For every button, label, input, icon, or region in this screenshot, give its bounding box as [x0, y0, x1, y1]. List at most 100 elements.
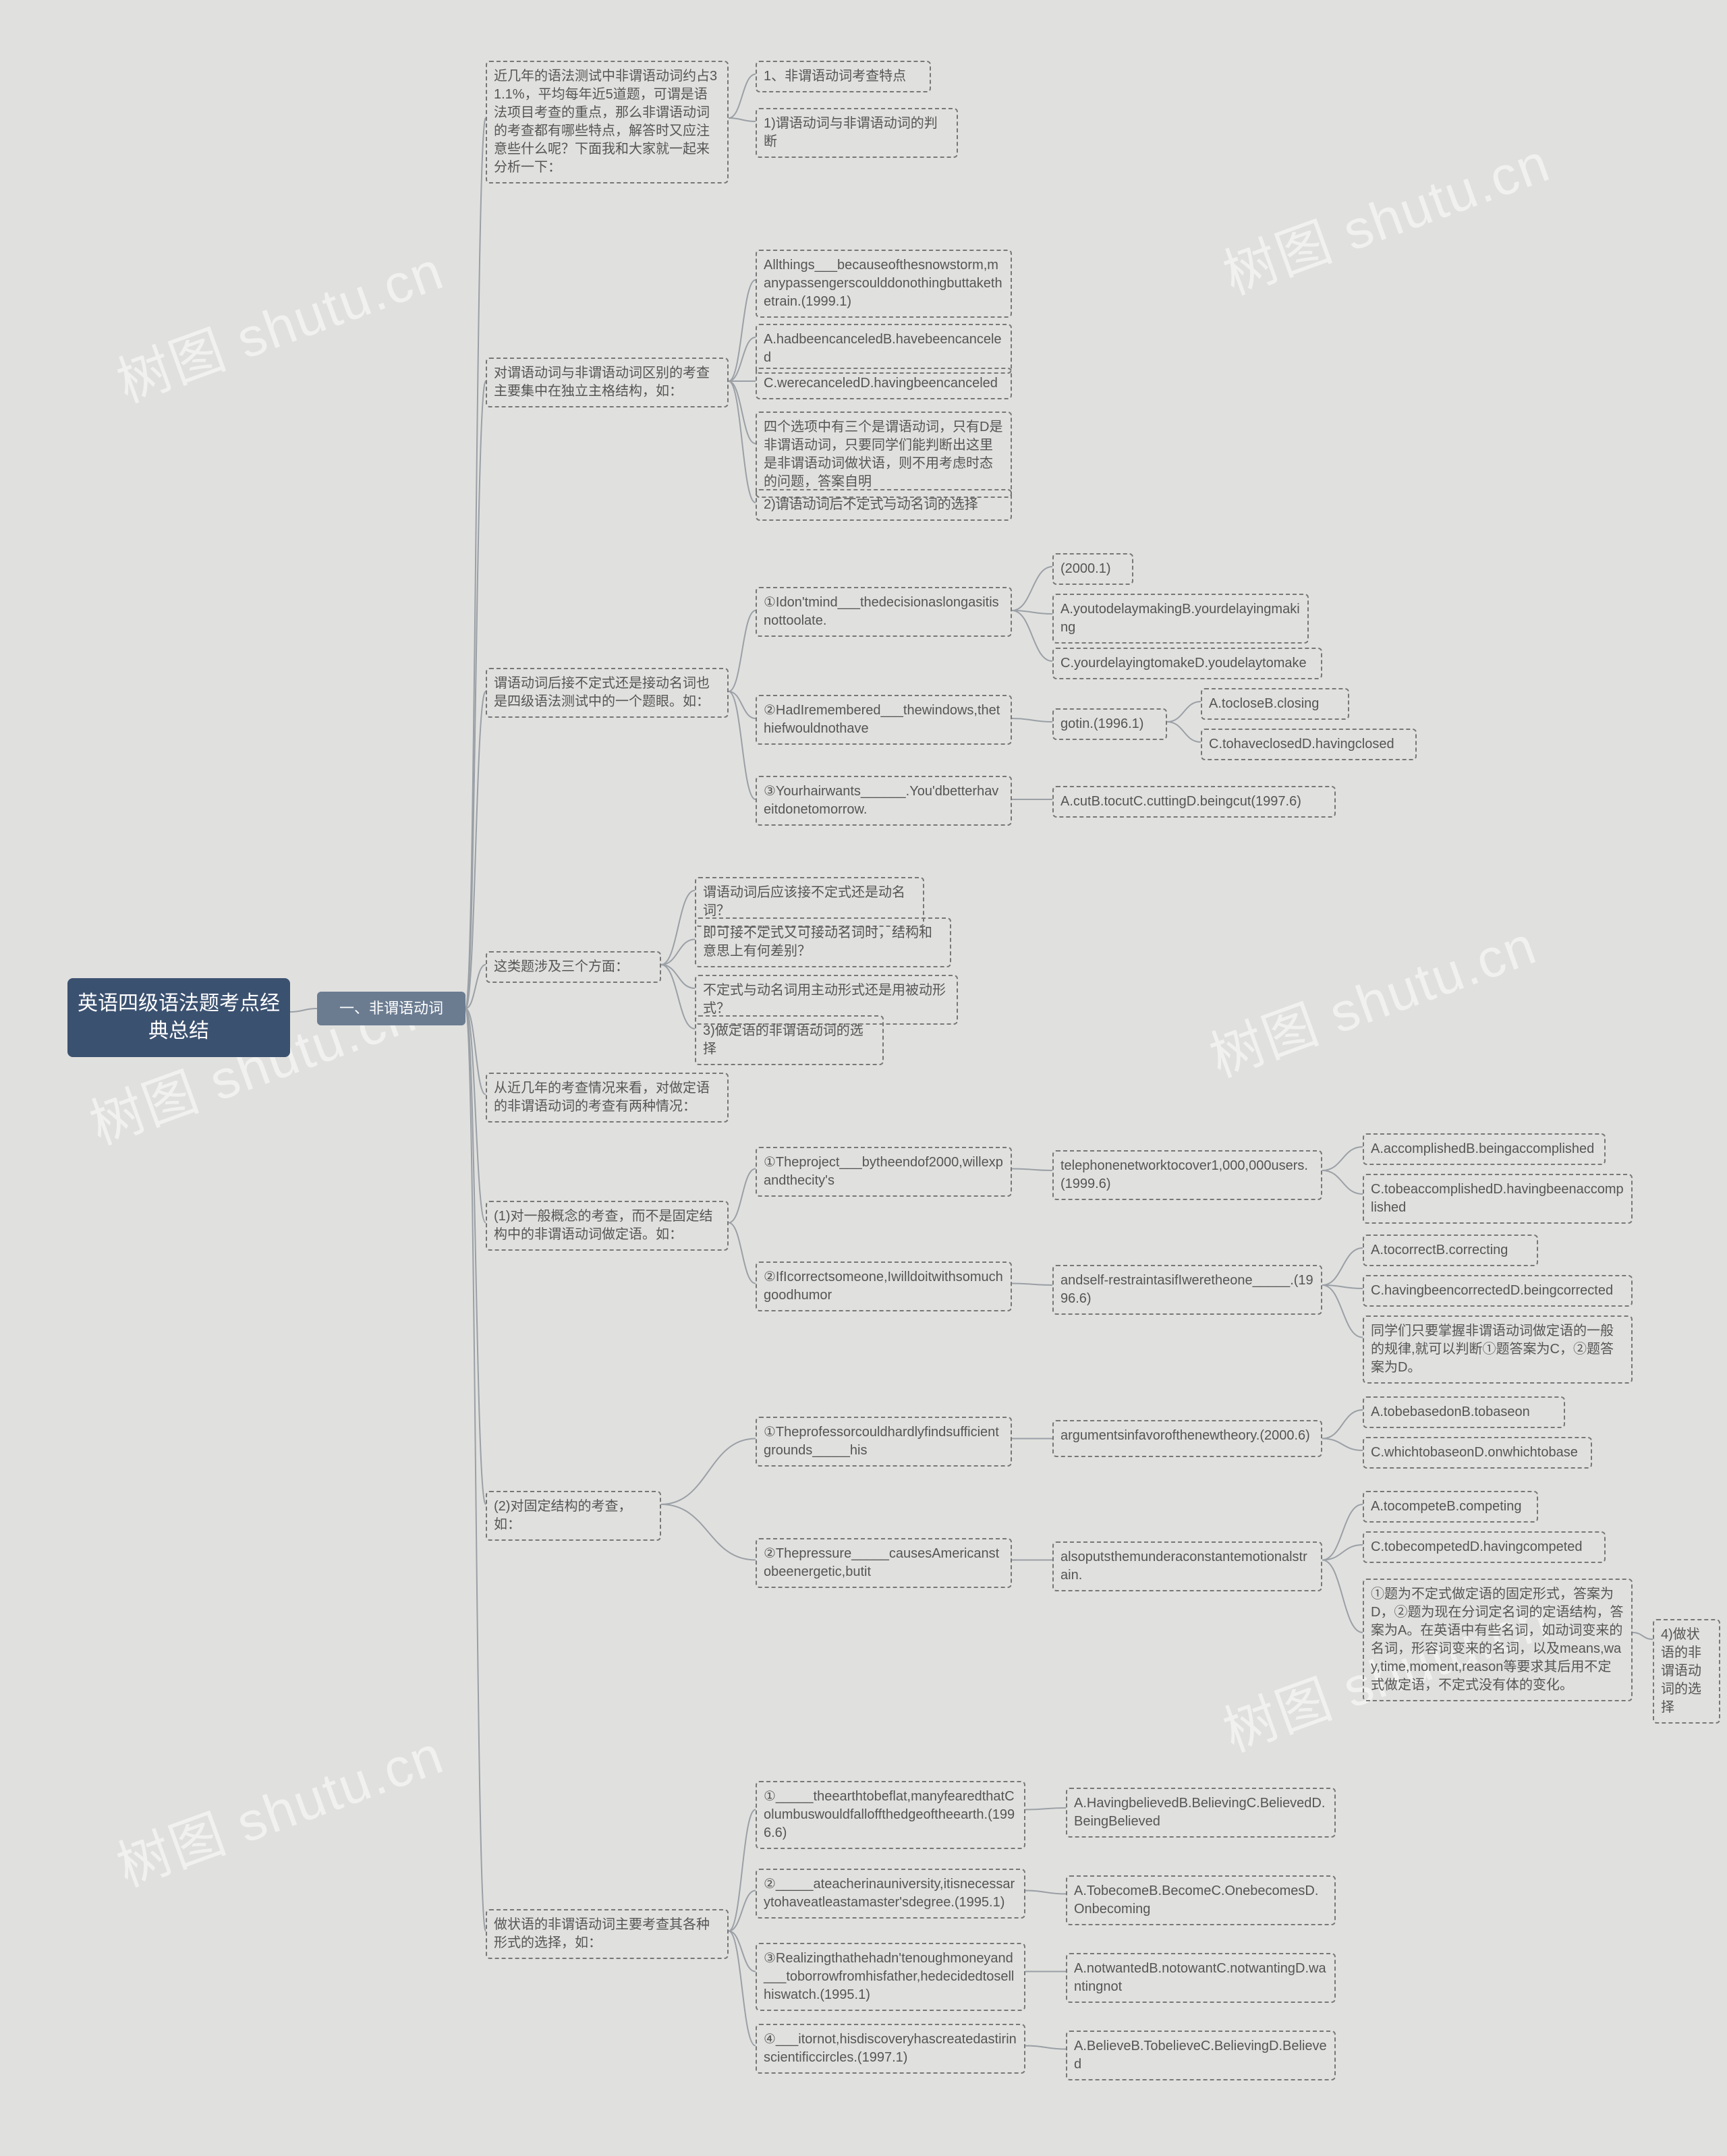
mindmap-canvas: 树图 shutu.cn 树图 shutu.cn 树图 shutu.cn 树图 shut… — [0, 0, 1727, 2156]
connector — [729, 1931, 756, 1972]
connector — [729, 691, 756, 718]
connector — [1322, 1439, 1363, 1451]
connector — [1167, 702, 1201, 722]
node-g2br: alsoputsthemunderaconstantemotionalstrai… — [1052, 1541, 1322, 1591]
connector — [1012, 567, 1052, 611]
node-a3r: A.cutB.tocutC.cuttingD.beingcut(1997.6) — [1052, 786, 1336, 818]
connector — [1633, 1633, 1653, 1639]
node-g2ar1: A.tobebasedonB.tobaseon — [1363, 1396, 1565, 1428]
connector — [661, 1439, 756, 1505]
connector — [1012, 1169, 1052, 1171]
node-a1r3: C.yourdelayingtomakeD.youdelaytomake — [1052, 648, 1322, 679]
connector — [661, 940, 695, 965]
connector — [729, 1169, 756, 1223]
node-a1: ①Idon'tmind___thedecisionaslongasitisnot… — [756, 587, 1012, 637]
node-a2r1: A.tocloseB.closing — [1201, 688, 1349, 720]
node-pred: 对谓语动词与非谓语动词区别的考查主要集中在独立主格结构，如： — [486, 358, 729, 407]
connector — [290, 1009, 317, 1012]
connector — [465, 1009, 486, 1504]
node-g2br2: C.tobecompetedD.havingcompeted — [1363, 1531, 1606, 1563]
node-n1: 1、非谓语动词考查特点 — [756, 61, 931, 92]
connector — [729, 280, 756, 381]
node-p3: C.werecanceledD.havingbeencanceled — [756, 368, 1012, 399]
node-a1r1: (2000.1) — [1052, 553, 1133, 585]
node-g2a: ①Theprofessorcouldhardlyfindsufficientgr… — [756, 1417, 1012, 1467]
connector — [729, 118, 756, 121]
connector — [729, 691, 756, 799]
node-v3: ③Realizingthathehadn'tenoughmoneyand___t… — [756, 1943, 1025, 2011]
connector — [1025, 1808, 1066, 1810]
connector — [1025, 1891, 1066, 1894]
node-g2b: ②Thepressure_____causesAmericanstobeener… — [756, 1538, 1012, 1588]
connector — [1012, 611, 1052, 614]
connector — [661, 1504, 756, 1560]
node-v2: ②_____ateacherinauniversity,itisnecessar… — [756, 1869, 1025, 1919]
node-p5: 2)谓语动词后不定式与动名词的选择 — [756, 489, 1012, 521]
connector — [1322, 1285, 1363, 1288]
node-g2ar: argumentsinfavorofthenewtheory.(2000.6) — [1052, 1420, 1322, 1457]
watermark-text: 树图 shutu.cn — [1197, 902, 1546, 1092]
node-v2r: A.TobecomeB.BecomeC.OnebecomesD.Onbecomi… — [1066, 1875, 1336, 1925]
node-a3: ③Yourhairwants______.You'dbetterhaveitdo… — [756, 776, 1012, 826]
node-g2: (2)对固定结构的考查，如： — [486, 1491, 661, 1541]
watermark-text: 树图 shutu.cn — [105, 1711, 453, 1902]
connector — [729, 74, 756, 118]
node-g1br3: 同学们只要掌握非谓语动词做定语的一般的规律,就可以判断①题答案为C，②题答案为D… — [1363, 1315, 1633, 1384]
connector — [729, 381, 756, 444]
node-v4: ④___itornot,hisdiscoveryhascreatedastiri… — [756, 2024, 1025, 2074]
connector — [465, 691, 486, 1009]
node-v3r: A.notwantedB.notowantC.notwantingD.wanti… — [1066, 1953, 1336, 2003]
node-g1br: andself-restraintasifIweretheone_____.(1… — [1052, 1265, 1322, 1315]
connector — [1322, 1248, 1363, 1285]
node-g1a: ①Theproject___bytheendof2000,willexpandt… — [756, 1147, 1012, 1197]
root-node: 英语四级语法题考点经典总结 — [67, 978, 290, 1057]
node-a2: ②HadIremembered___thewindows,thethiefwou… — [756, 695, 1012, 745]
node-adv: 做状语的非谓语动词主要考查其各种形式的选择，如： — [486, 1909, 729, 1959]
connector — [729, 1223, 756, 1284]
node-v4r: A.BelieveB.TobelieveC.BelievingD.Believe… — [1066, 2031, 1336, 2080]
node-p4: 四个选项中有三个是谓语动词，只有D是非谓语动词，只要同学们能判断出这里是非谓语动… — [756, 412, 1012, 498]
connector — [1322, 1410, 1363, 1439]
connector — [661, 965, 695, 988]
connector — [465, 965, 486, 1009]
node-g1br2: C.havingbeencorrectedD.beingcorrected — [1363, 1275, 1633, 1307]
connector — [1322, 1504, 1363, 1560]
connector — [1322, 1170, 1363, 1194]
connector — [1322, 1560, 1363, 1633]
category-node: 一、非谓语动词 — [317, 992, 465, 1025]
node-a2r2: C.tohaveclosedD.havingclosed — [1201, 729, 1417, 760]
connector — [729, 381, 756, 503]
connector — [1025, 2046, 1066, 2049]
connector — [465, 1009, 486, 1223]
node-t4: 3)做定语的非谓语动词的选择 — [695, 1015, 884, 1065]
node-a1r2: A.youtodelaymakingB.yourdelayingmaking — [1052, 594, 1309, 644]
connector — [1012, 1284, 1052, 1286]
connector — [729, 1810, 756, 1931]
node-g1: (1)对一般概念的考查，而不是固定结构中的非谓语动词做定语。如： — [486, 1201, 729, 1251]
connector — [465, 381, 486, 1009]
node-p1: Allthings___becauseofthesnowstorm,manypa… — [756, 250, 1012, 318]
watermark-text: 树图 shutu.cn — [105, 227, 453, 418]
node-g2next: 4)做状语的非谓语动词的选择 — [1653, 1619, 1720, 1724]
node-thr: 这类题涉及三个方面： — [486, 951, 661, 983]
node-g1b: ②IfIcorrectsomeone,Iwilldoitwithsomuchgo… — [756, 1261, 1012, 1311]
node-g2br1: A.tocompeteB.competing — [1363, 1491, 1538, 1523]
node-intro: 近几年的语法测试中非谓语动词约占31.1%，平均每年近5道题，可谓是语法项目考查… — [486, 61, 729, 183]
connector — [729, 1891, 756, 1931]
node-rec: 从近几年的考查情况来看，对做定语的非谓语动词的考查有两种情况： — [486, 1073, 729, 1123]
connector — [465, 1009, 486, 1931]
connector — [729, 611, 756, 691]
connector — [1322, 1545, 1363, 1560]
node-p2: A.hadbeencanceledB.havebeencanceled — [756, 324, 1012, 374]
node-v1: ①_____theearthtobeflat,manyfearedthatCol… — [756, 1781, 1025, 1849]
node-g1ar: telephonenetworktocover1,000,000users.(1… — [1052, 1150, 1322, 1200]
connector — [729, 1931, 756, 2046]
node-g1ar1: A.accomplishedB.beingaccomplished — [1363, 1133, 1606, 1165]
node-n1a: 1)谓语动词与非谓语动词的判断 — [756, 108, 958, 158]
connector — [1322, 1285, 1363, 1338]
connector — [465, 1009, 486, 1095]
node-aft: 谓语动词后接不定式还是接动名词也是四级语法测试中的一个题眼。如： — [486, 668, 729, 718]
connector — [661, 965, 695, 1029]
connector — [729, 337, 756, 381]
watermark-text: 树图 shutu.cn — [1211, 119, 1559, 310]
